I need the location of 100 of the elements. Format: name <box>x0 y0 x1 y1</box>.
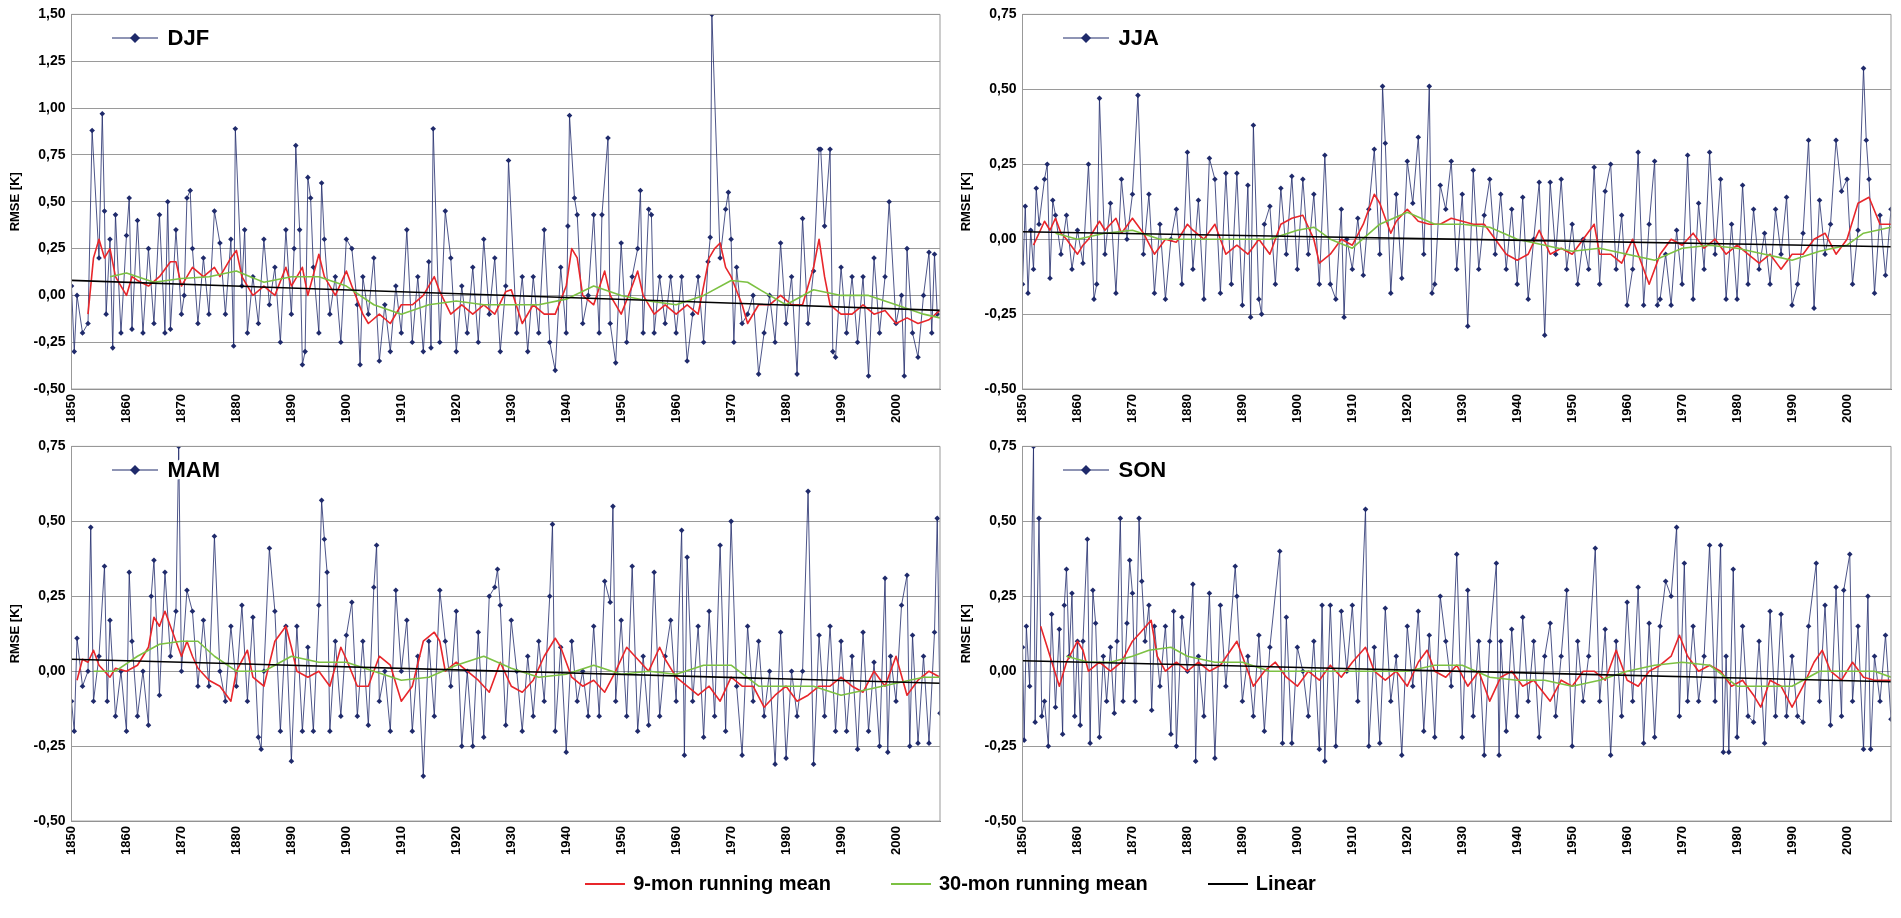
y-tick-label: 1,00 <box>38 98 66 115</box>
y-tick-label: -0,25 <box>33 737 66 753</box>
text: SON <box>1118 457 1167 483</box>
x-tick-label: 1970 <box>722 826 738 855</box>
x-tick-label: 1880 <box>227 826 243 855</box>
y-tick-label: 1,50 <box>38 5 66 22</box>
x-tick-label: 1980 <box>1728 826 1744 855</box>
x-tick-label: 2000 <box>1838 826 1854 855</box>
x-tick-label: 1910 <box>1343 394 1359 423</box>
y-tick-label: 0,00 <box>38 662 66 679</box>
y-tick-label: -0,50 <box>984 379 1017 396</box>
x-tick-label: 1990 <box>832 826 848 855</box>
y-tick-label: 1,25 <box>38 52 66 69</box>
y-tick-label: 0,00 <box>989 230 1017 247</box>
x-tick-label: 2000 <box>1838 394 1854 423</box>
x-tick-label: 1970 <box>1673 826 1689 855</box>
x-tick-label: 1960 <box>1618 394 1634 423</box>
x-tick-label: 1960 <box>667 826 683 855</box>
y-tick-label: 0,75 <box>38 145 66 162</box>
x-tick-label: 1910 <box>1343 826 1359 855</box>
x-tick-label: 1860 <box>118 394 134 423</box>
text: DJF <box>167 25 210 51</box>
y-tick-label: 0,00 <box>38 286 66 303</box>
x-tick-label: 1880 <box>227 394 243 423</box>
x-tick-label: 1870 <box>1124 394 1140 423</box>
x-tick-label: 1870 <box>173 394 189 423</box>
x-tick-label: 1910 <box>392 394 408 423</box>
x-tick-label: 1850 <box>63 394 79 423</box>
y-tick-label: -0,25 <box>984 305 1017 321</box>
x-tick-label: 1890 <box>1233 826 1249 855</box>
x-tick-label: 1960 <box>667 394 683 423</box>
x-tick-label: 1860 <box>118 826 134 855</box>
x-tick-label: 1980 <box>777 394 793 423</box>
x-tick-label: 1920 <box>447 826 463 855</box>
x-tick-label: 1940 <box>557 394 573 423</box>
y-tick-label: 0,25 <box>38 587 66 604</box>
x-tick-label: 1920 <box>1398 826 1414 855</box>
x-tick-label: 1890 <box>282 826 298 855</box>
x-tick-label: 1870 <box>173 826 189 855</box>
x-tick-label: 1860 <box>1069 394 1085 423</box>
x-tick-label: 1880 <box>1178 394 1194 423</box>
y-tick-label: -0,50 <box>33 811 66 828</box>
x-tick-label: 1870 <box>1124 826 1140 855</box>
x-tick-label: 1990 <box>832 394 848 423</box>
x-tick-label: 1930 <box>1453 394 1469 423</box>
x-tick-label: 1850 <box>63 826 79 855</box>
y-tick-label: -0,50 <box>984 811 1017 828</box>
x-tick-label: 1950 <box>612 826 628 855</box>
x-tick-label: 1850 <box>1014 394 1030 423</box>
x-tick-label: 1920 <box>447 394 463 423</box>
x-tick-label: 1990 <box>1783 826 1799 855</box>
y-tick-label: 0,00 <box>989 662 1017 679</box>
x-tick-label: 1880 <box>1178 826 1194 855</box>
y-tick-label: 0,75 <box>989 437 1017 454</box>
legend-label: Linear <box>1255 872 1316 895</box>
x-tick-label: 1900 <box>1288 394 1304 423</box>
x-tick-label: 1920 <box>1398 394 1414 423</box>
y-axis-title: RMSE [K] <box>7 604 23 664</box>
y-tick-label: 0,50 <box>989 512 1017 529</box>
x-tick-label: 1900 <box>337 394 353 423</box>
legend-label: 9-mon running mean <box>633 872 831 895</box>
x-tick-label: 1930 <box>1453 826 1469 855</box>
x-tick-label: 1970 <box>1673 394 1689 423</box>
x-tick-label: 2000 <box>887 394 903 423</box>
y-axis-title: RMSE [K] <box>7 172 23 232</box>
x-tick-label: 1930 <box>502 826 518 855</box>
x-tick-label: 2000 <box>887 826 903 855</box>
x-tick-label: 1860 <box>1069 826 1085 855</box>
x-tick-label: 1950 <box>1563 826 1579 855</box>
y-tick-label: 0,75 <box>989 5 1017 22</box>
x-tick-label: 1890 <box>1233 394 1249 423</box>
legend-label: 30-mon running mean <box>938 872 1148 895</box>
x-tick-label: 1930 <box>502 394 518 423</box>
x-tick-label: 1940 <box>1508 826 1524 855</box>
x-tick-label: 1940 <box>557 826 573 855</box>
y-tick-label: 0,25 <box>989 155 1017 172</box>
y-tick-label: 0,50 <box>38 192 66 209</box>
x-tick-label: 1850 <box>1014 826 1030 855</box>
x-tick-label: 1980 <box>777 826 793 855</box>
x-tick-label: 1990 <box>1783 394 1799 423</box>
x-tick-label: 1960 <box>1618 826 1634 855</box>
y-tick-label: -0,25 <box>984 737 1017 753</box>
x-tick-label: 1940 <box>1508 394 1524 423</box>
y-axis-title: RMSE [K] <box>958 172 974 232</box>
y-axis-title: RMSE [K] <box>958 604 974 664</box>
y-tick-label: 0,50 <box>989 80 1017 97</box>
y-tick-label: -0,25 <box>33 333 66 350</box>
x-tick-label: 1950 <box>612 394 628 423</box>
y-tick-label: 0,75 <box>38 437 66 454</box>
y-tick-label: 0,25 <box>989 587 1017 604</box>
x-tick-label: 1890 <box>282 394 298 423</box>
x-tick-label: 1970 <box>722 394 738 423</box>
x-tick-label: 1910 <box>392 826 408 855</box>
x-tick-label: 1950 <box>1563 394 1579 423</box>
x-tick-label: 1980 <box>1728 394 1744 423</box>
x-tick-label: 1900 <box>337 826 353 855</box>
y-tick-label: 0,50 <box>38 512 66 529</box>
y-tick-label: -0,50 <box>33 379 66 396</box>
x-tick-label: 1900 <box>1288 826 1304 855</box>
y-tick-label: 0,25 <box>38 239 66 256</box>
